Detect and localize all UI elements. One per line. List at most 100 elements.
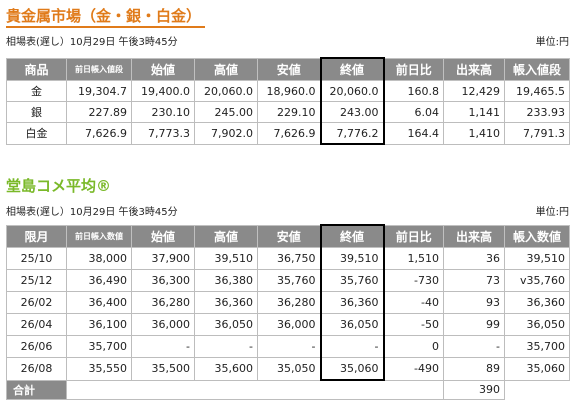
cell-volume: 93 xyxy=(443,291,505,314)
cell-prev-settlement: 36,400 xyxy=(66,291,132,314)
cell-low: 229.10 xyxy=(257,101,321,123)
cell-prev-settlement: 7,626.9 xyxy=(66,122,132,145)
cell-volume: 1,141 xyxy=(443,101,505,123)
cell-low: 7,626.9 xyxy=(257,122,321,145)
header-open: 始値 xyxy=(131,57,195,81)
cell-close: 35,060 xyxy=(319,357,385,381)
cell-open: 230.10 xyxy=(131,101,195,123)
table-row: 26/08 35,550 35,500 35,600 35,050 35,060… xyxy=(6,357,570,381)
row-label: 金 xyxy=(6,80,67,102)
cell-low: 35,760 xyxy=(257,269,321,292)
cell-change: -50 xyxy=(383,313,444,336)
table-row: 26/06 35,700 - - - - 0 - 35,700 xyxy=(6,335,570,358)
rice-index-unit: 単位:円 xyxy=(535,207,569,218)
cell-change: 1,510 xyxy=(383,247,444,270)
cell-volume: 12,429 xyxy=(443,80,505,102)
cell-volume: 89 xyxy=(443,357,505,381)
total-row: 合計 390 xyxy=(6,379,570,400)
header-low: 安値 xyxy=(257,224,321,248)
row-label: 25/12 xyxy=(6,269,67,292)
header-change: 前日比 xyxy=(383,224,444,248)
cell-low: 36,000 xyxy=(257,313,321,336)
cell-high: 35,600 xyxy=(194,357,258,381)
cell-high: 39,510 xyxy=(194,247,258,270)
header-high: 高値 xyxy=(194,57,258,81)
row-label: 26/02 xyxy=(6,291,67,314)
table-row: 白金 7,626.9 7,773.3 7,902.0 7,626.9 7,776… xyxy=(6,122,570,145)
row-label: 26/04 xyxy=(6,313,67,336)
cell-high: 36,380 xyxy=(194,269,258,292)
cell-change: -730 xyxy=(383,269,444,292)
cell-settlement: 7,791.3 xyxy=(504,122,570,145)
total-blank xyxy=(504,379,570,400)
header-change: 前日比 xyxy=(383,57,444,81)
cell-low: 35,050 xyxy=(257,357,321,381)
table-row: 銀 227.89 230.10 245.00 229.10 243.00 6.0… xyxy=(6,101,570,123)
cell-open: 7,773.3 xyxy=(131,122,195,145)
header-close: 終値 xyxy=(319,57,385,81)
cell-close: 36,050 xyxy=(319,313,385,336)
table-row: 26/04 36,100 36,000 36,050 36,000 36,050… xyxy=(6,313,570,336)
row-label: 25/10 xyxy=(6,247,67,270)
header-open: 始値 xyxy=(131,224,195,248)
cell-open: 37,900 xyxy=(131,247,195,270)
cell-high: - xyxy=(194,335,258,358)
cell-change: -490 xyxy=(383,357,444,381)
cell-volume: 36 xyxy=(443,247,505,270)
row-label: 26/08 xyxy=(6,357,67,381)
header-settlement: 帳入数値 xyxy=(504,224,570,248)
total-spacer xyxy=(66,379,444,400)
table-row: 25/10 38,000 37,900 39,510 36,750 39,510… xyxy=(6,247,570,270)
cell-close: - xyxy=(319,335,385,358)
cell-volume: - xyxy=(443,335,505,358)
rice-index-timestamp: 相場表(遅し）10月29日 午後3時45分 xyxy=(6,207,178,218)
precious-metals-unit: 単位:円 xyxy=(535,37,569,48)
cell-open: 36,280 xyxy=(131,291,195,314)
cell-open: 36,000 xyxy=(131,313,195,336)
cell-prev-settlement: 35,550 xyxy=(66,357,132,381)
total-volume: 390 xyxy=(443,379,505,400)
cell-open: 36,300 xyxy=(131,269,195,292)
cell-low: 36,280 xyxy=(257,291,321,314)
precious-metals-title: 貴金属市場（金・銀・白金） xyxy=(6,6,206,28)
cell-high: 36,050 xyxy=(194,313,258,336)
cell-settlement: v35,760 xyxy=(504,269,570,292)
cell-settlement: 39,510 xyxy=(504,247,570,270)
cell-volume: 73 xyxy=(443,269,505,292)
cell-close: 243.00 xyxy=(319,101,385,123)
rice-index-table: 限月 前日帳入数値 始値 高値 安値 終値 前日比 出来高 帳入数値 25/10… xyxy=(6,224,570,400)
header-volume: 出来高 xyxy=(443,57,505,81)
row-label: 26/06 xyxy=(6,335,67,358)
cell-prev-settlement: 36,100 xyxy=(66,313,132,336)
precious-metals-table: 商品 前日帳入値段 始値 高値 安値 終値 前日比 出来高 帳入値段 金 19,… xyxy=(6,57,570,145)
cell-settlement: 36,050 xyxy=(504,313,570,336)
cell-prev-settlement: 38,000 xyxy=(66,247,132,270)
header-contract-month: 限月 xyxy=(6,224,67,248)
cell-change: 160.8 xyxy=(383,80,444,102)
precious-metals-header-row: 商品 前日帳入値段 始値 高値 安値 終値 前日比 出来高 帳入値段 xyxy=(6,57,570,81)
cell-change: 164.4 xyxy=(383,122,444,145)
precious-metals-timestamp: 相場表(遅し）10月29日 午後3時45分 xyxy=(6,37,178,48)
cell-prev-settlement: 36,490 xyxy=(66,269,132,292)
row-label: 白金 xyxy=(6,122,67,145)
header-low: 安値 xyxy=(257,57,321,81)
cell-change: 6.04 xyxy=(383,101,444,123)
cell-volume: 1,410 xyxy=(443,122,505,145)
cell-close: 20,060.0 xyxy=(319,80,385,102)
cell-high: 7,902.0 xyxy=(194,122,258,145)
cell-low: 36,750 xyxy=(257,247,321,270)
cell-volume: 99 xyxy=(443,313,505,336)
header-high: 高値 xyxy=(194,224,258,248)
cell-change: -40 xyxy=(383,291,444,314)
table-row: 26/02 36,400 36,280 36,360 36,280 36,360… xyxy=(6,291,570,314)
cell-open: 35,500 xyxy=(131,357,195,381)
rice-index-title: 堂島コメ平均® xyxy=(6,177,112,195)
total-label: 合計 xyxy=(6,379,67,400)
header-prev-settlement: 前日帳入値段 xyxy=(66,57,132,81)
row-label: 銀 xyxy=(6,101,67,123)
cell-prev-settlement: 35,700 xyxy=(66,335,132,358)
header-close: 終値 xyxy=(319,224,385,248)
precious-metals-meta: 相場表(遅し）10月29日 午後3時45分 単位:円 xyxy=(6,36,569,50)
header-volume: 出来高 xyxy=(443,224,505,248)
rice-index-header-row: 限月 前日帳入数値 始値 高値 安値 終値 前日比 出来高 帳入数値 xyxy=(6,224,570,248)
